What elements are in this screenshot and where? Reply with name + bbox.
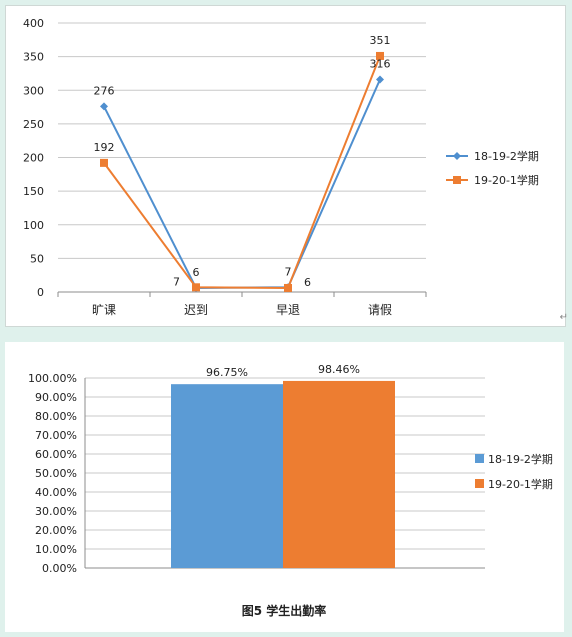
legend-marker — [453, 176, 461, 184]
y-tick-label: 20.00% — [35, 524, 77, 537]
data-point — [284, 283, 292, 292]
y-tick-label: 0 — [37, 286, 44, 299]
y-tick-label: 300 — [23, 84, 44, 97]
data-label: 96.75% — [206, 366, 248, 379]
data-label: 6 — [193, 266, 200, 279]
data-label: 192 — [94, 141, 115, 154]
legend-label: 18-19-2学期 — [474, 149, 539, 163]
data-point — [100, 102, 108, 111]
legend-marker — [453, 152, 461, 160]
legend-label: 19-20-1学期 — [488, 477, 553, 491]
data-label: 351 — [370, 34, 391, 47]
data-label: 7 — [285, 265, 292, 278]
data-point — [376, 51, 384, 60]
y-tick-label: 50.00% — [35, 467, 77, 480]
y-tick-label: 250 — [23, 118, 44, 131]
y-tick-label: 150 — [23, 185, 44, 198]
data-label: 6 — [304, 276, 311, 289]
legend-label: 19-20-1学期 — [474, 173, 539, 187]
legend-label: 18-19-2学期 — [488, 452, 553, 466]
y-tick-label: 350 — [23, 51, 44, 64]
data-label: 7 — [173, 275, 180, 288]
data-point — [376, 75, 384, 84]
bar — [171, 384, 283, 568]
data-label: 276 — [94, 84, 115, 97]
data-point — [192, 283, 200, 292]
data-label: 316 — [370, 57, 391, 70]
data-point — [100, 158, 108, 167]
y-tick-label: 70.00% — [35, 429, 77, 442]
bar — [283, 380, 395, 568]
series-line — [103, 79, 381, 289]
x-tick-label: 旷课 — [92, 303, 116, 317]
data-label: 98.46% — [318, 363, 360, 376]
line-chart-panel: 0 50 100 150 200 250 300 350 400 旷课 迟到 早退 请假 276 192 6 7… — [5, 5, 566, 327]
y-tick-label: 10.00% — [35, 543, 77, 556]
bar-chart-panel: 0.00% 10.00% 20.00% 30.00% 40.00% 50.00% 60.00… — [5, 342, 564, 632]
y-tick-label: 30.00% — [35, 505, 77, 518]
figure-caption: 图5 学生出勤率 — [242, 603, 327, 618]
legend-swatch — [475, 454, 484, 463]
legend-swatch — [475, 479, 484, 488]
y-tick-label: 100 — [23, 219, 44, 232]
y-tick-label: 200 — [23, 152, 44, 165]
y-tick-label: 60.00% — [35, 448, 77, 461]
y-tick-label: 400 — [23, 17, 44, 30]
x-tick-label: 迟到 — [184, 303, 208, 317]
x-tick-label: 早退 — [276, 303, 300, 317]
x-tick-label: 请假 — [368, 303, 392, 317]
y-tick-label: 50 — [30, 252, 44, 265]
y-tick-label: 40.00% — [35, 486, 77, 499]
bar-chart: 0.00% 10.00% 20.00% 30.00% 40.00% 50.00% 60.00… — [28, 363, 553, 618]
y-tick-label: 80.00% — [35, 410, 77, 423]
series-line — [103, 55, 381, 289]
y-tick-label: 90.00% — [35, 391, 77, 404]
y-tick-label: 0.00% — [42, 562, 77, 575]
y-tick-label: 100.00% — [28, 372, 77, 385]
paragraph-mark: ↵ — [559, 312, 568, 323]
